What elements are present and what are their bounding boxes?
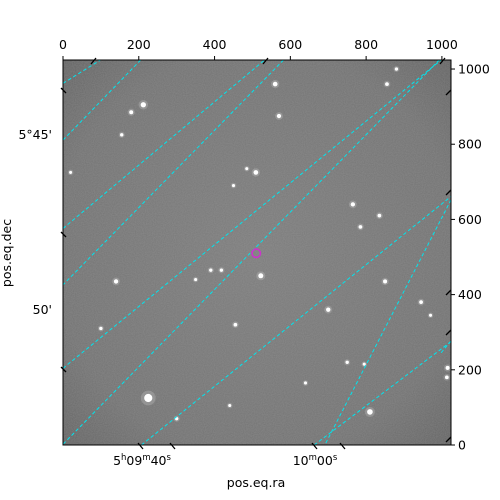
y-axis-title: pos.eq.dec bbox=[0, 219, 14, 287]
star bbox=[258, 273, 264, 279]
top-tick-label-1000: 1000 bbox=[426, 37, 458, 52]
star bbox=[345, 360, 349, 364]
right-tick-label-0: 0 bbox=[458, 438, 466, 453]
right-tick-label-600: 600 bbox=[458, 212, 482, 227]
top-tick-label-0: 0 bbox=[59, 37, 67, 52]
grid-line bbox=[63, 60, 442, 369]
star bbox=[99, 326, 103, 331]
star bbox=[209, 268, 213, 272]
star bbox=[276, 113, 282, 119]
dec-tick-label-1: 5°45' bbox=[18, 127, 52, 142]
target-marker bbox=[251, 248, 262, 259]
star bbox=[428, 313, 433, 317]
grid-line bbox=[324, 199, 451, 445]
plot-frame bbox=[62, 59, 452, 446]
grid-line bbox=[141, 196, 451, 445]
star bbox=[362, 362, 366, 366]
star bbox=[444, 375, 449, 380]
star bbox=[419, 300, 423, 304]
star bbox=[120, 133, 124, 137]
top-tick-label-200: 200 bbox=[127, 37, 151, 52]
star bbox=[385, 82, 389, 86]
star bbox=[194, 278, 198, 282]
dec-tick-label-2: 50' bbox=[33, 302, 52, 317]
star bbox=[326, 307, 331, 312]
grid-line bbox=[440, 340, 451, 354]
right-tick-label-400: 400 bbox=[458, 287, 482, 302]
star bbox=[245, 167, 249, 171]
star bbox=[272, 81, 278, 87]
star bbox=[358, 225, 363, 229]
grid-line bbox=[313, 341, 451, 445]
star bbox=[303, 381, 308, 385]
star bbox=[377, 213, 382, 218]
grid-line bbox=[63, 60, 142, 141]
right-tick-label-200: 200 bbox=[458, 362, 482, 377]
star bbox=[140, 102, 146, 108]
ra-tick-label-1: 5h09m40s bbox=[113, 453, 171, 468]
target-marker-ring bbox=[251, 248, 262, 259]
grid-line bbox=[63, 60, 101, 84]
right-tick-label-1000: 1000 bbox=[458, 62, 490, 77]
sky-noise bbox=[63, 60, 451, 445]
star bbox=[367, 409, 373, 415]
image-area bbox=[62, 59, 452, 446]
star-layer bbox=[67, 65, 451, 422]
top-tick-label-600: 600 bbox=[278, 37, 302, 52]
ra-tick-label-2: 10m00s bbox=[293, 453, 338, 468]
star bbox=[350, 202, 356, 207]
star bbox=[383, 279, 388, 284]
star bbox=[233, 322, 238, 327]
star bbox=[219, 268, 224, 272]
coordinate-grid bbox=[63, 60, 451, 445]
star bbox=[144, 393, 153, 403]
star bbox=[231, 184, 236, 188]
grid-line bbox=[63, 60, 284, 286]
right-pixel-axis: 0 200 400 600 800 1000 bbox=[451, 62, 490, 453]
star bbox=[69, 170, 73, 174]
star bbox=[394, 67, 399, 71]
star bbox=[445, 365, 450, 370]
star bbox=[228, 403, 232, 408]
top-tick-label-800: 800 bbox=[354, 37, 378, 52]
right-tick-label-800: 800 bbox=[458, 137, 482, 152]
top-pixel-axis: 0 200 400 600 800 1000 bbox=[59, 37, 458, 60]
grid-line bbox=[63, 60, 265, 229]
wcs-tick-marks bbox=[60, 57, 452, 450]
star bbox=[129, 110, 134, 115]
star bbox=[253, 170, 259, 175]
star bbox=[113, 279, 119, 284]
top-tick-label-400: 400 bbox=[203, 37, 227, 52]
x-axis-title: pos.eq.ra bbox=[227, 475, 285, 490]
